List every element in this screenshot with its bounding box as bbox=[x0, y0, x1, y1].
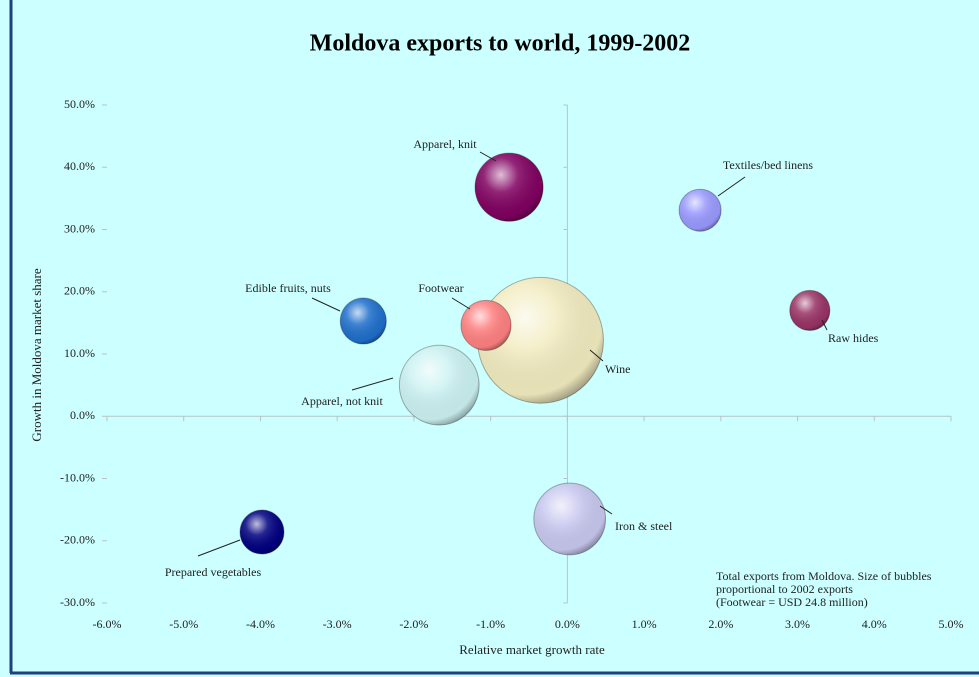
y-tick-label: 30.0% bbox=[64, 221, 95, 235]
bubble-group bbox=[789, 289, 831, 332]
bubble-shine bbox=[477, 277, 604, 404]
leader-line bbox=[599, 505, 613, 515]
annotation-line: proportional to 2002 exports bbox=[716, 582, 853, 596]
y-tick-label: 20.0% bbox=[64, 284, 95, 298]
bubble-group bbox=[398, 344, 480, 426]
annotation-line: (Footwear = USD 24.8 million) bbox=[716, 595, 868, 609]
bubble-shine bbox=[399, 345, 480, 425]
bubble-shine bbox=[679, 189, 722, 232]
y-tick-label: -30.0% bbox=[60, 595, 95, 609]
bubble-group bbox=[474, 152, 544, 222]
bubble-group bbox=[239, 509, 285, 555]
x-tick-label: 0.0% bbox=[555, 617, 580, 631]
bubble-group bbox=[678, 188, 722, 232]
leader-line bbox=[351, 377, 394, 391]
x-tick-label: 4.0% bbox=[862, 617, 887, 631]
x-tick-label: -3.0% bbox=[323, 617, 352, 631]
bubble-label: Wine bbox=[605, 362, 631, 376]
x-tick-label: -1.0% bbox=[476, 617, 505, 631]
bubble-label: Textiles/bed linens bbox=[723, 158, 813, 172]
bubble-label: Raw hides bbox=[828, 331, 879, 345]
bubble-shine bbox=[239, 510, 284, 555]
x-tick-label: 1.0% bbox=[632, 617, 657, 631]
leader-line bbox=[479, 151, 497, 162]
bubble-shine bbox=[461, 300, 512, 351]
bubble-label: Edible fruits, nuts bbox=[245, 281, 331, 295]
bubble-label: Iron & steel bbox=[615, 519, 673, 533]
x-tick-label: 5.0% bbox=[939, 617, 964, 631]
bubble-group bbox=[460, 299, 512, 351]
leader-line bbox=[197, 539, 241, 557]
x-axis-title: Relative market growth rate bbox=[459, 642, 605, 657]
y-tick-label: -10.0% bbox=[60, 470, 95, 484]
leader-line bbox=[311, 297, 341, 312]
bubble-shine bbox=[789, 290, 830, 331]
x-tick-label: -5.0% bbox=[169, 617, 198, 631]
x-tick-label: 3.0% bbox=[785, 617, 810, 631]
annotation-line: Total exports from Moldova. Size of bubb… bbox=[716, 569, 932, 583]
leader-line bbox=[717, 176, 746, 197]
chart-title: Moldova exports to world, 1999-2002 bbox=[310, 31, 691, 57]
annotation: Total exports from Moldova. Size of bubb… bbox=[716, 569, 932, 609]
leader-line bbox=[821, 319, 828, 331]
bubble-label: Prepared vegetables bbox=[165, 565, 262, 579]
bubble-group bbox=[533, 482, 607, 556]
bubble-label: Apparel, not knit bbox=[301, 394, 383, 408]
x-tick-label: -6.0% bbox=[93, 617, 122, 631]
leader-line bbox=[451, 297, 471, 310]
leader-line bbox=[589, 349, 604, 362]
bubble-group bbox=[339, 297, 387, 345]
bubble-group bbox=[477, 276, 604, 404]
bubble-shine bbox=[475, 153, 544, 222]
x-tick-label: 2.0% bbox=[708, 617, 733, 631]
bubble-shine bbox=[340, 298, 387, 345]
y-tick-label: 0.0% bbox=[70, 408, 95, 422]
y-tick-label: 40.0% bbox=[64, 159, 95, 173]
bubble-shine bbox=[533, 483, 606, 555]
bubble-label: Footwear bbox=[418, 281, 463, 295]
x-tick-label: -2.0% bbox=[399, 617, 428, 631]
x-tick-label: -4.0% bbox=[246, 617, 275, 631]
bubble-label: Apparel, knit bbox=[413, 137, 477, 151]
y-tick-label: 50.0% bbox=[64, 97, 95, 111]
y-tick-label: 10.0% bbox=[64, 346, 95, 360]
y-axis-title: Growth in Moldova market share bbox=[29, 268, 44, 442]
y-tick-label: -20.0% bbox=[60, 533, 95, 547]
